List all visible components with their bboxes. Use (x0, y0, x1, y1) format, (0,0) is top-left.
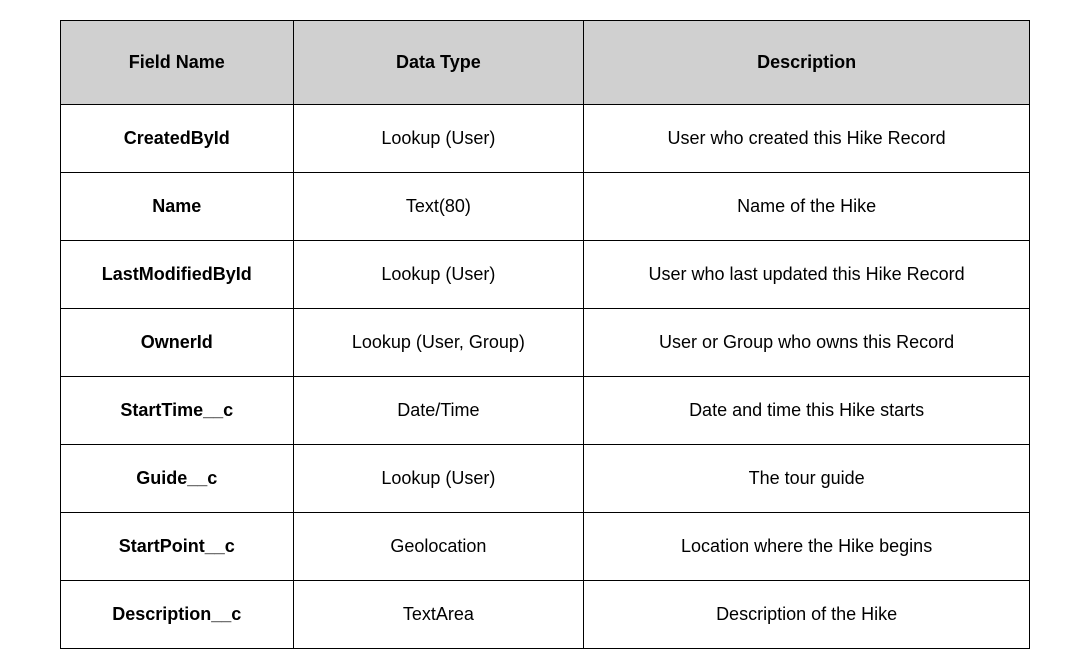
table-row: Name Text(80) Name of the Hike (61, 173, 1030, 241)
cell-description: User or Group who owns this Record (584, 309, 1030, 377)
cell-data-type: Date/Time (293, 377, 584, 445)
table-row: LastModifiedById Lookup (User) User who … (61, 241, 1030, 309)
cell-description: Description of the Hike (584, 581, 1030, 649)
cell-field-name: LastModifiedById (61, 241, 294, 309)
cell-description: Location where the Hike begins (584, 513, 1030, 581)
field-schema-table: Field Name Data Type Description Created… (60, 20, 1030, 649)
column-header-data-type: Data Type (293, 21, 584, 105)
table-row: StartTime__c Date/Time Date and time thi… (61, 377, 1030, 445)
cell-field-name: StartTime__c (61, 377, 294, 445)
column-header-description: Description (584, 21, 1030, 105)
cell-data-type: TextArea (293, 581, 584, 649)
column-header-field-name: Field Name (61, 21, 294, 105)
cell-data-type: Lookup (User) (293, 445, 584, 513)
cell-field-name: Guide__c (61, 445, 294, 513)
field-schema-table-wrapper: Field Name Data Type Description Created… (60, 20, 1030, 649)
cell-description: User who last updated this Hike Record (584, 241, 1030, 309)
cell-description: The tour guide (584, 445, 1030, 513)
cell-data-type: Geolocation (293, 513, 584, 581)
cell-field-name: OwnerId (61, 309, 294, 377)
table-row: OwnerId Lookup (User, Group) User or Gro… (61, 309, 1030, 377)
cell-field-name: Description__c (61, 581, 294, 649)
table-header-row: Field Name Data Type Description (61, 21, 1030, 105)
table-row: Guide__c Lookup (User) The tour guide (61, 445, 1030, 513)
table-row: StartPoint__c Geolocation Location where… (61, 513, 1030, 581)
cell-field-name: StartPoint__c (61, 513, 294, 581)
cell-description: User who created this Hike Record (584, 105, 1030, 173)
table-row: Description__c TextArea Description of t… (61, 581, 1030, 649)
cell-field-name: CreatedById (61, 105, 294, 173)
cell-description: Date and time this Hike starts (584, 377, 1030, 445)
cell-data-type: Text(80) (293, 173, 584, 241)
cell-description: Name of the Hike (584, 173, 1030, 241)
table-row: CreatedById Lookup (User) User who creat… (61, 105, 1030, 173)
cell-field-name: Name (61, 173, 294, 241)
cell-data-type: Lookup (User) (293, 105, 584, 173)
cell-data-type: Lookup (User) (293, 241, 584, 309)
cell-data-type: Lookup (User, Group) (293, 309, 584, 377)
